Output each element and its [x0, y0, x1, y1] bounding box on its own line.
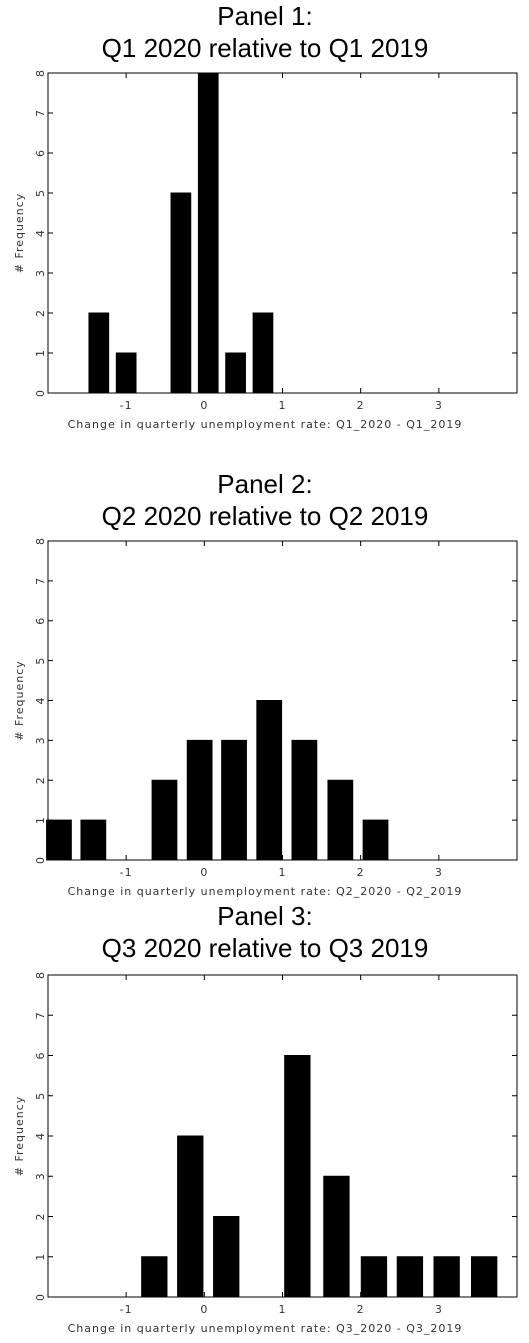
x-tick-label: 2: [357, 399, 365, 412]
y-tick-label: 1: [34, 816, 47, 824]
x-tick-label: 0: [200, 866, 208, 879]
y-tick-label: 4: [34, 229, 47, 237]
chart-subtitle: Q2 2020 relative to Q2 2019: [102, 501, 429, 531]
y-tick-label: 1: [34, 349, 47, 357]
y-tick-label: 8: [34, 971, 47, 979]
chart-subtitle: Q1 2020 relative to Q1 2019: [102, 33, 429, 63]
x-tick-label: 3: [435, 399, 443, 412]
plot-frame: [47, 540, 518, 861]
bar: [360, 1256, 388, 1298]
y-tick-label: 2: [34, 1213, 47, 1221]
y-tick-label: 0: [34, 389, 47, 397]
bar: [284, 1055, 311, 1298]
x-tick-label: -1: [120, 399, 133, 412]
x-tick-label: 3: [435, 866, 443, 879]
y-tick-label: 2: [34, 776, 47, 784]
y-tick-label: 3: [34, 736, 47, 744]
bar: [291, 739, 318, 861]
x-axis-label: Change in quarterly unemployment rate: Q…: [68, 885, 463, 898]
x-axis-label: Change in quarterly unemployment rate: Q…: [68, 1322, 463, 1335]
bar: [197, 72, 219, 394]
bar: [213, 1216, 240, 1298]
y-tick-label: 6: [34, 1052, 47, 1060]
y-tick-label: 3: [34, 1172, 47, 1180]
y-tick-label: 7: [34, 577, 47, 585]
bar: [151, 779, 178, 861]
y-tick-label: 4: [34, 1132, 47, 1140]
y-axis-label: # Frequency: [13, 193, 26, 274]
y-tick-label: 7: [34, 109, 47, 117]
x-tick-label: 1: [279, 1303, 287, 1316]
y-tick-label: 2: [34, 309, 47, 317]
y-tick-label: 8: [34, 537, 47, 545]
bar: [46, 819, 72, 861]
x-tick-label: 3: [435, 1303, 443, 1316]
bar: [221, 739, 247, 861]
bar: [115, 352, 137, 394]
bar: [186, 739, 213, 861]
plot-frame: [47, 72, 518, 394]
bar: [323, 1175, 350, 1298]
bar: [177, 1135, 204, 1298]
y-tick-label: 7: [34, 1011, 47, 1019]
chart-subtitle: Q3 2020 relative to Q3 2019: [102, 933, 429, 963]
y-tick-label: 3: [34, 269, 47, 277]
x-tick-label: 1: [279, 399, 287, 412]
x-axis-label: Change in quarterly unemployment rate: Q…: [68, 418, 463, 431]
y-tick-label: 6: [34, 149, 47, 157]
bar: [252, 312, 274, 394]
y-tick-label: 8: [34, 69, 47, 77]
x-tick-label: 0: [200, 399, 208, 412]
bar: [362, 819, 389, 861]
bar: [327, 779, 354, 861]
bar: [88, 312, 110, 394]
bar: [471, 1256, 498, 1298]
chart-title: Panel 1:: [217, 1, 312, 31]
bar: [256, 700, 283, 861]
plot-frame: [47, 974, 518, 1298]
y-tick-label: 4: [34, 697, 47, 705]
x-tick-label: 1: [279, 866, 287, 879]
x-tick-label: -1: [120, 866, 133, 879]
y-tick-label: 5: [34, 189, 47, 197]
bar: [80, 819, 107, 861]
y-tick-label: 6: [34, 617, 47, 625]
bar: [396, 1256, 424, 1298]
y-tick-label: 0: [34, 1293, 47, 1301]
chart-title: Panel 3:: [217, 901, 312, 931]
y-axis-label: # Frequency: [13, 660, 26, 741]
y-axis-label: # Frequency: [13, 1096, 26, 1177]
x-tick-label: -1: [120, 1303, 133, 1316]
bar: [141, 1256, 168, 1298]
y-tick-label: 5: [34, 657, 47, 665]
bar: [170, 192, 192, 394]
x-tick-label: 0: [200, 1303, 208, 1316]
y-tick-label: 0: [34, 856, 47, 864]
bar: [433, 1256, 460, 1298]
x-tick-label: 2: [357, 1303, 365, 1316]
y-tick-label: 1: [34, 1253, 47, 1261]
bar: [225, 352, 246, 394]
x-tick-label: 2: [357, 866, 365, 879]
y-tick-label: 5: [34, 1092, 47, 1100]
chart-title: Panel 2:: [217, 469, 312, 499]
